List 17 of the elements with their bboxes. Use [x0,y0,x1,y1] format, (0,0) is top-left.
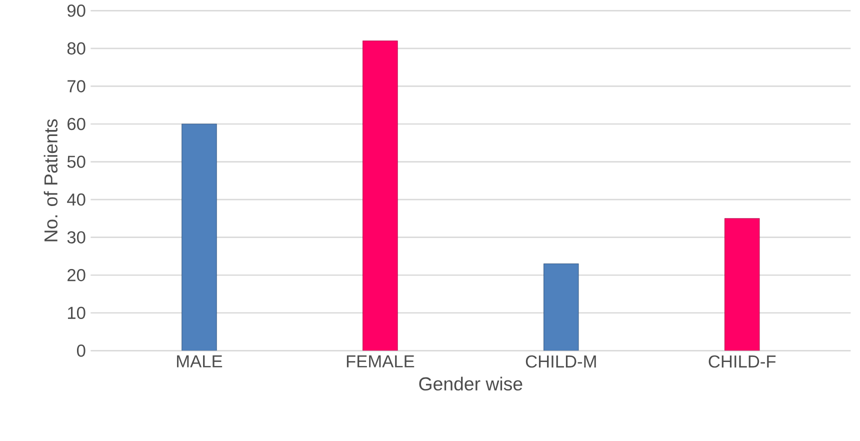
x-tick-label: FEMALE [346,355,414,368]
bar [724,218,760,351]
y-tick-label: 60 [68,118,86,130]
y-tick-label: 70 [68,80,86,92]
x-axis-title: Gender wise [419,376,522,390]
y-tick-label: 20 [68,268,86,282]
x-tick-label: CHILD-F [708,355,776,368]
y-tick-label: 40 [67,193,86,206]
x-tick-label: MALE [177,355,222,368]
y-axis-title: No. of Patients [44,119,58,242]
y-tick-label: 30 [67,231,86,244]
y-tick-label: 80 [67,42,86,54]
y-tick-label: 90 [67,4,86,17]
y-tick-label: 10 [68,306,86,319]
y-tick-label: 0 [76,344,86,357]
x-tick-label: CHILD-M [526,355,596,368]
y-tick-label: 50 [67,155,86,168]
